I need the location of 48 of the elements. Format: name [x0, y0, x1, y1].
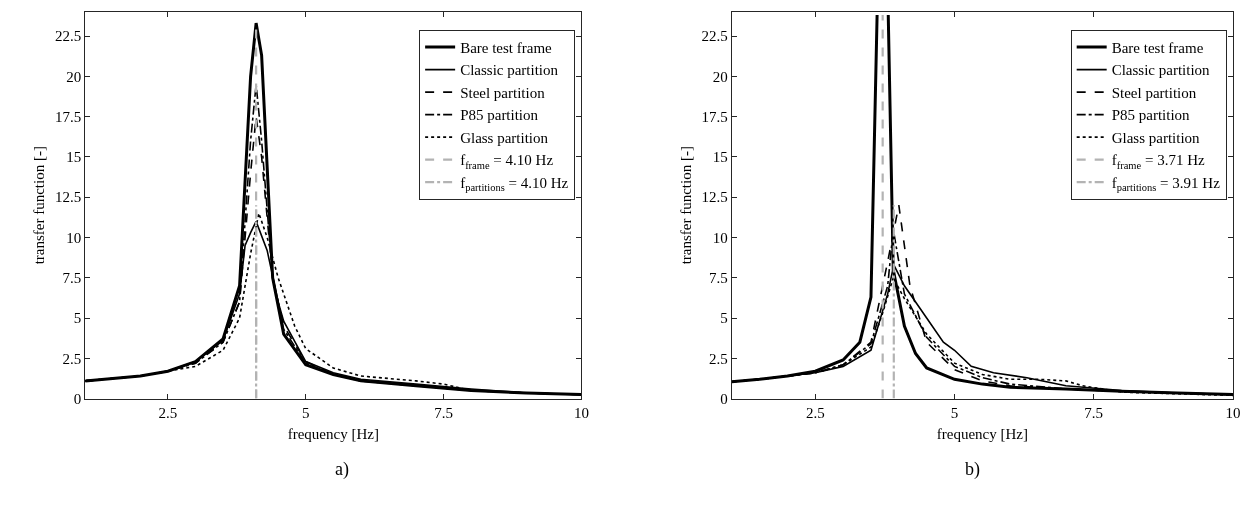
- legend-label: Steel partition: [1111, 84, 1197, 101]
- y-tick-label: 10: [66, 229, 82, 246]
- y-tick-label: 0: [73, 390, 82, 407]
- y-tick-label: 20: [66, 68, 82, 85]
- legend-label: P85 partition: [460, 107, 539, 124]
- x-tick-label: 5: [950, 404, 959, 421]
- legend-label: f$_{partitions}$ = 3.91 Hz: [1111, 174, 1221, 194]
- legend-label: Bare test frame: [1111, 39, 1204, 56]
- y-tick-label: 22.5: [701, 28, 728, 45]
- y-axis-title: transfer function [-]: [677, 146, 694, 265]
- y-tick-label: 10: [712, 229, 728, 246]
- legend-label: f$_{frame}$ = 3.71 Hz: [1111, 152, 1205, 171]
- y-tick-label: 0: [720, 390, 728, 407]
- x-tick-label: 7.5: [434, 404, 453, 421]
- x-axis-title: frequency [Hz]: [287, 425, 379, 442]
- y-tick-label: 15: [66, 149, 82, 166]
- text: a): [335, 459, 349, 480]
- x-tick-label: 2.5: [805, 404, 825, 421]
- legend-label: f$_{partitions}$ = 4.10 Hz: [460, 174, 569, 194]
- legend-label: Glass partition: [460, 129, 549, 146]
- y-tick-label: 7.5: [709, 269, 728, 286]
- y-tick-label: 12.5: [54, 189, 82, 206]
- x-tick-label: 7.5: [1084, 404, 1104, 421]
- legend-label: P85 partition: [1111, 107, 1191, 124]
- legend-label: Steel partition: [460, 84, 546, 101]
- y-tick-label: 20: [712, 68, 728, 85]
- y-tick-label: 17.5: [54, 108, 82, 125]
- y-tick-label: 5: [73, 310, 82, 327]
- x-tick-label: 2.5: [158, 404, 178, 421]
- x-axis-title: frequency [Hz]: [936, 425, 1028, 442]
- legend-label: Classic partition: [460, 62, 559, 79]
- x-tick-label: 10: [1225, 404, 1241, 421]
- y-tick-label: 22.5: [54, 28, 82, 45]
- legend-label: f$_{frame}$ = 4.10 Hz: [460, 152, 554, 171]
- y-tick-label: 5: [720, 310, 728, 327]
- x-tick-label: 5: [301, 404, 310, 421]
- x-tick-label: 10: [573, 404, 589, 421]
- text: b): [965, 459, 980, 480]
- legend-label: Glass partition: [1111, 129, 1201, 146]
- y-tick-label: 15: [712, 149, 728, 166]
- y-tick-label: 12.5: [701, 189, 728, 206]
- y-tick-label: 7.5: [62, 269, 82, 286]
- y-tick-label: 2.5: [62, 350, 82, 367]
- legend-label: Classic partition: [1111, 62, 1211, 79]
- y-axis-title: transfer function [-]: [31, 146, 48, 265]
- y-tick-label: 17.5: [701, 108, 728, 125]
- y-tick-label: 2.5: [709, 350, 728, 367]
- legend-label: Bare test frame: [460, 39, 553, 56]
